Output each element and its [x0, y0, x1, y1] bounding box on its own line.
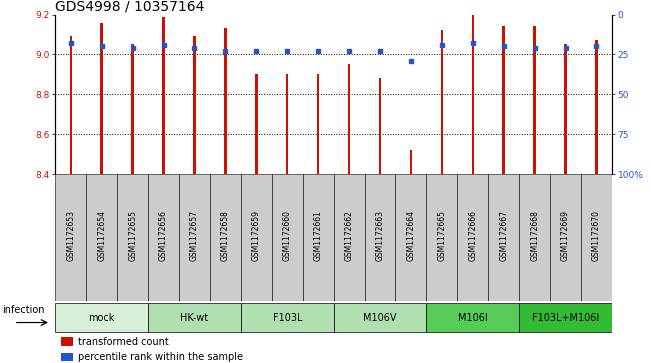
Bar — [519, 303, 612, 333]
Bar — [409, 150, 412, 174]
Text: GSM1172653: GSM1172653 — [66, 210, 76, 261]
Bar — [117, 174, 148, 301]
Bar — [286, 74, 288, 174]
Text: GSM1172662: GSM1172662 — [344, 210, 353, 261]
Text: GSM1172666: GSM1172666 — [468, 210, 477, 261]
Text: GSM1172658: GSM1172658 — [221, 210, 230, 261]
Bar — [86, 174, 117, 301]
Text: GSM1172670: GSM1172670 — [592, 210, 601, 261]
Text: GSM1172656: GSM1172656 — [159, 210, 168, 261]
Bar — [426, 303, 519, 333]
Text: GSM1172659: GSM1172659 — [252, 210, 261, 261]
Text: GSM1172668: GSM1172668 — [530, 210, 539, 261]
Text: mock: mock — [89, 313, 115, 323]
Text: GSM1172661: GSM1172661 — [314, 210, 323, 261]
Bar — [241, 303, 333, 333]
Bar — [271, 174, 303, 301]
Bar — [379, 78, 381, 174]
Bar — [70, 37, 72, 174]
Bar — [333, 174, 365, 301]
Bar — [179, 174, 210, 301]
Bar — [132, 45, 134, 174]
Text: percentile rank within the sample: percentile rank within the sample — [77, 352, 243, 362]
Text: HK-wt: HK-wt — [180, 313, 208, 323]
Bar — [241, 174, 271, 301]
Bar — [441, 30, 443, 174]
Text: F103L+M106I: F103L+M106I — [532, 313, 599, 323]
Bar — [303, 174, 333, 301]
Text: GSM1172660: GSM1172660 — [283, 210, 292, 261]
Bar — [503, 26, 505, 174]
Text: GSM1172657: GSM1172657 — [190, 210, 199, 261]
Bar — [148, 303, 241, 333]
Bar — [595, 41, 598, 174]
Text: F103L: F103L — [273, 313, 302, 323]
Bar — [457, 174, 488, 301]
Bar — [61, 338, 73, 346]
Text: GSM1172669: GSM1172669 — [561, 210, 570, 261]
Bar — [55, 174, 86, 301]
Text: GSM1172655: GSM1172655 — [128, 210, 137, 261]
Bar — [550, 174, 581, 301]
Text: GSM1172664: GSM1172664 — [406, 210, 415, 261]
Text: infection: infection — [2, 305, 44, 315]
Bar — [471, 15, 474, 174]
Text: GSM1172667: GSM1172667 — [499, 210, 508, 261]
Bar — [162, 17, 165, 174]
Bar — [519, 174, 550, 301]
Bar — [210, 174, 241, 301]
Bar — [55, 303, 148, 333]
Text: GSM1172663: GSM1172663 — [376, 210, 385, 261]
Bar — [581, 174, 612, 301]
Bar — [564, 45, 567, 174]
Text: transformed count: transformed count — [77, 337, 169, 347]
Bar — [365, 174, 395, 301]
Bar — [317, 74, 320, 174]
Bar — [488, 174, 519, 301]
Bar — [395, 174, 426, 301]
Bar — [100, 23, 103, 174]
Bar — [148, 174, 179, 301]
Bar — [426, 174, 457, 301]
Bar — [193, 37, 196, 174]
Bar — [255, 74, 258, 174]
Text: GDS4998 / 10357164: GDS4998 / 10357164 — [55, 0, 204, 13]
Bar — [333, 303, 426, 333]
Bar — [348, 65, 350, 174]
Text: GSM1172665: GSM1172665 — [437, 210, 447, 261]
Bar — [224, 28, 227, 174]
Text: GSM1172654: GSM1172654 — [97, 210, 106, 261]
Bar — [61, 353, 73, 361]
Text: M106I: M106I — [458, 313, 488, 323]
Bar — [533, 26, 536, 174]
Text: M106V: M106V — [363, 313, 396, 323]
